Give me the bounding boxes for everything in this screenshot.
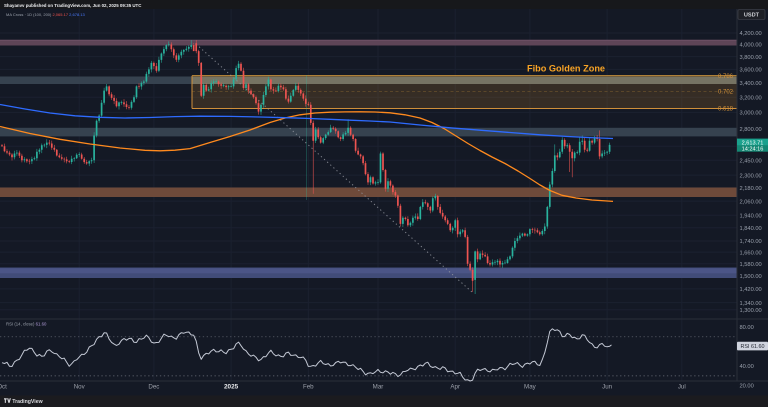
svg-text:1,340.00: 1,340.00 xyxy=(740,301,762,307)
svg-text:Mar: Mar xyxy=(373,384,384,391)
svg-text:Feb: Feb xyxy=(303,384,314,391)
svg-text:1,500.00: 1,500.00 xyxy=(740,274,762,280)
svg-text:1,740.00: 1,740.00 xyxy=(740,239,762,245)
svg-text:RSI (14, close) 61.60: RSI (14, close) 61.60 xyxy=(6,322,47,327)
svg-text:MA Cross · 1D (100, 200) 2,065: MA Cross · 1D (100, 200) 2,065.17 2,678.… xyxy=(6,12,86,17)
svg-text:Fibo Golden Zone: Fibo Golden Zone xyxy=(527,64,605,74)
svg-text:3,800.00: 3,800.00 xyxy=(740,55,762,61)
svg-text:2,613.71: 2,613.71 xyxy=(742,140,764,146)
svg-text:20.00: 20.00 xyxy=(740,384,754,390)
svg-text:1,660.00: 1,660.00 xyxy=(740,250,762,256)
svg-text:2,800.00: 2,800.00 xyxy=(740,127,762,133)
svg-text:Shayanvv published on TradingV: Shayanvv published on TradingView.com, J… xyxy=(4,3,142,8)
svg-text:0.702: 0.702 xyxy=(718,89,734,95)
svg-text:TradingView: TradingView xyxy=(12,399,43,405)
svg-text:Apr: Apr xyxy=(450,384,460,391)
svg-text:1,840.00: 1,840.00 xyxy=(740,226,762,232)
svg-text:1,580.00: 1,580.00 xyxy=(740,262,762,268)
svg-text:2025: 2025 xyxy=(224,384,239,391)
svg-text:14:24:16: 14:24:16 xyxy=(742,147,764,153)
svg-text:0.618: 0.618 xyxy=(718,107,734,113)
svg-text:2,300.00: 2,300.00 xyxy=(740,173,762,179)
svg-text:4,200.00: 4,200.00 xyxy=(740,31,762,37)
svg-text:3,400.00: 3,400.00 xyxy=(740,81,762,87)
svg-text:Dec: Dec xyxy=(148,384,159,391)
svg-text:3,600.00: 3,600.00 xyxy=(740,68,762,74)
svg-text:Jul: Jul xyxy=(678,384,686,391)
svg-text:Oct: Oct xyxy=(0,384,7,391)
svg-text:1,940.00: 1,940.00 xyxy=(740,214,762,220)
svg-text:1,420.00: 1,420.00 xyxy=(740,287,762,293)
svg-text:2,060.00: 2,060.00 xyxy=(740,199,762,205)
svg-text:0.786: 0.786 xyxy=(718,74,734,80)
svg-text:3,200.00: 3,200.00 xyxy=(740,95,762,101)
svg-text:2,180.00: 2,180.00 xyxy=(740,186,762,192)
svg-text:3,000.00: 3,000.00 xyxy=(740,111,762,117)
svg-text:May: May xyxy=(524,384,537,391)
svg-text:2,450.00: 2,450.00 xyxy=(740,158,762,164)
svg-text:1,300.00: 1,300.00 xyxy=(740,308,762,314)
svg-text:USDT: USDT xyxy=(744,13,760,19)
svg-text:40.00: 40.00 xyxy=(740,364,754,370)
svg-text:80.00: 80.00 xyxy=(740,325,754,331)
svg-text:4,000.00: 4,000.00 xyxy=(740,43,762,49)
svg-text:RSI 61.60: RSI 61.60 xyxy=(741,344,765,350)
svg-text:Jun: Jun xyxy=(602,384,613,391)
svg-text:Nov: Nov xyxy=(74,384,86,391)
